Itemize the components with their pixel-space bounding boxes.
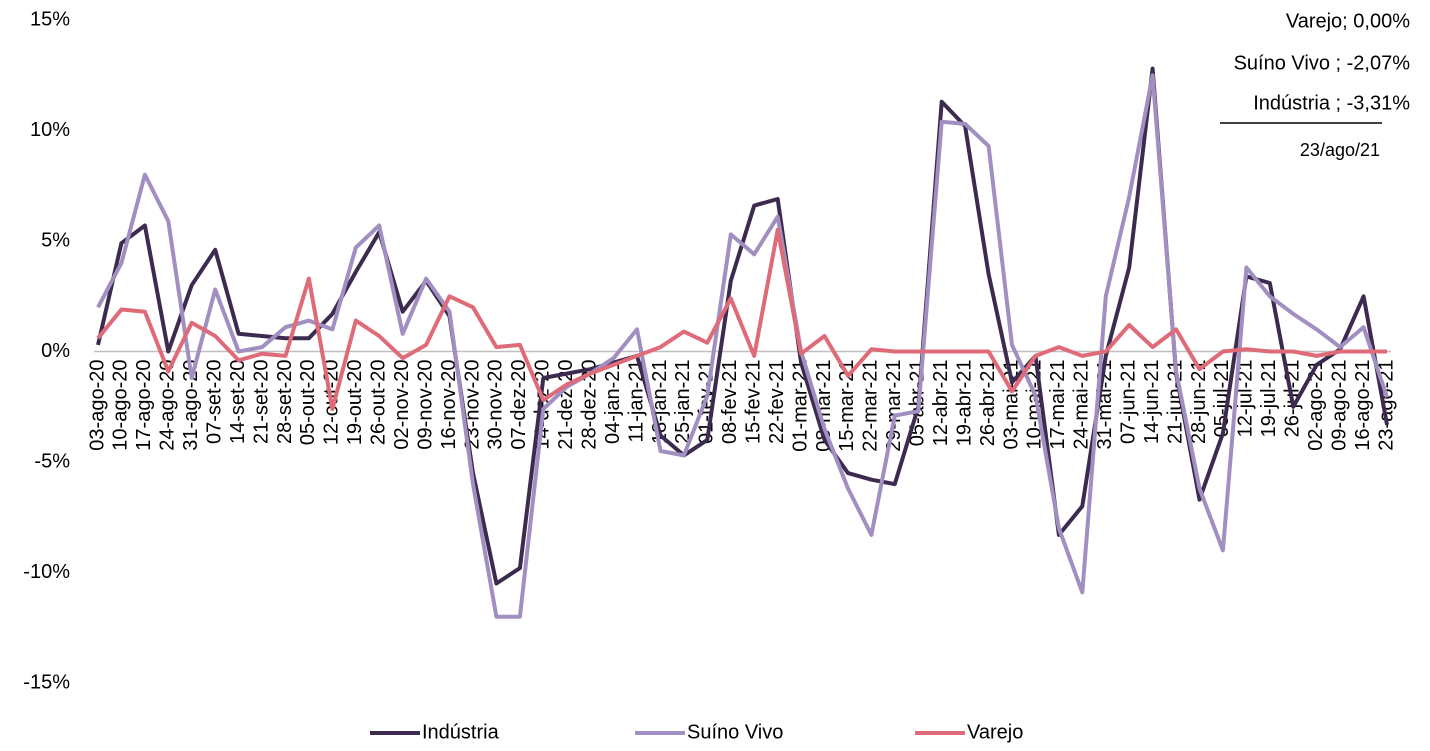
x-tick-label: 07-set-20 (203, 360, 225, 445)
x-tick-label: 10-ago-20 (110, 360, 132, 451)
x-tick-label: 15-mar-21 (836, 360, 858, 452)
legend-label: Suíno Vivo (687, 721, 783, 743)
x-tick-label: 29-mar-21 (883, 360, 905, 452)
x-tick-label: 28-dez-20 (578, 360, 600, 450)
series-line (96, 73, 1389, 619)
x-tick-label: 26-out-20 (368, 360, 390, 446)
x-tick-label: 05-jul-21 (1211, 360, 1233, 438)
y-tick-label: -15% (23, 671, 70, 693)
x-tick-label: 16-ago-21 (1352, 360, 1374, 451)
x-tick-label: 14-set-20 (227, 360, 249, 445)
legend-label: Varejo (967, 721, 1023, 743)
x-tick-label: 22-mar-21 (860, 360, 882, 452)
annotation: Suíno Vivo ; -2,07% (1234, 52, 1411, 74)
x-tick-label: 12-jul-21 (1235, 360, 1257, 438)
y-tick-label: -10% (23, 561, 70, 583)
legend-label: Indústria (422, 721, 500, 743)
x-tick-label: 26-abr-21 (977, 359, 999, 446)
x-tick-label: 09-ago-21 (1328, 360, 1350, 451)
x-tick-label: 19-out-20 (344, 360, 366, 446)
x-tick-label: 08-fev-21 (719, 360, 741, 445)
x-tick-label: 02-ago-21 (1305, 360, 1327, 451)
x-tick-label: 11-jan-21 (625, 360, 647, 443)
x-tick-label: 22-fev-21 (766, 360, 788, 445)
y-tick-label: 10% (30, 119, 70, 141)
x-tick-label: 21-set-20 (250, 360, 272, 445)
x-tick-label: 31-ago-20 (180, 360, 202, 451)
x-tick-label: 21-jun-21 (1164, 360, 1186, 445)
x-tick-label: 30-nov-20 (485, 360, 507, 450)
x-tick-label: 19-jul-21 (1258, 360, 1280, 438)
annotation: Indústria ; -3,31% (1253, 92, 1410, 114)
x-tick-label: 24-ago-20 (157, 360, 179, 451)
y-tick-label: -5% (34, 450, 70, 472)
series-line (96, 227, 1387, 411)
x-tick-label: 25-jan-21 (672, 360, 694, 445)
y-tick-label: 5% (41, 229, 70, 251)
x-tick-label: 05-out-20 (297, 360, 319, 446)
x-tick-label: 07-dez-20 (508, 360, 530, 450)
x-tick-label: 15-fev-21 (742, 360, 764, 445)
x-tick-label: 03-ago-20 (86, 360, 108, 451)
x-tick-label: 04-jan-21 (602, 360, 624, 445)
y-tick-label: 0% (41, 340, 70, 362)
x-tick-label: 12-abr-21 (930, 360, 952, 447)
x-tick-label: 28-jun-21 (1188, 360, 1210, 445)
x-tick-label: 28-set-20 (274, 360, 296, 445)
x-tick-label: 17-mai-21 (1047, 360, 1069, 450)
x-tick-label: 16-nov-20 (438, 359, 460, 449)
x-tick-label: 19-abr-21 (953, 360, 975, 447)
annotation: Varejo; 0,00% (1286, 10, 1410, 32)
x-tick-label: 09-nov-20 (414, 360, 436, 450)
x-tick-label: 08-mar-21 (813, 360, 835, 452)
x-tick-label: 02-nov-20 (391, 360, 413, 450)
x-tick-label: 17-ago-20 (133, 360, 155, 451)
y-tick-label: 15% (30, 8, 70, 30)
x-tick-label: 14-jun-21 (1141, 360, 1163, 445)
x-tick-label: 07-jun-21 (1117, 360, 1139, 445)
annotation: 23/ago/21 (1300, 140, 1380, 160)
x-tick-label: 24-mai-21 (1071, 360, 1093, 450)
